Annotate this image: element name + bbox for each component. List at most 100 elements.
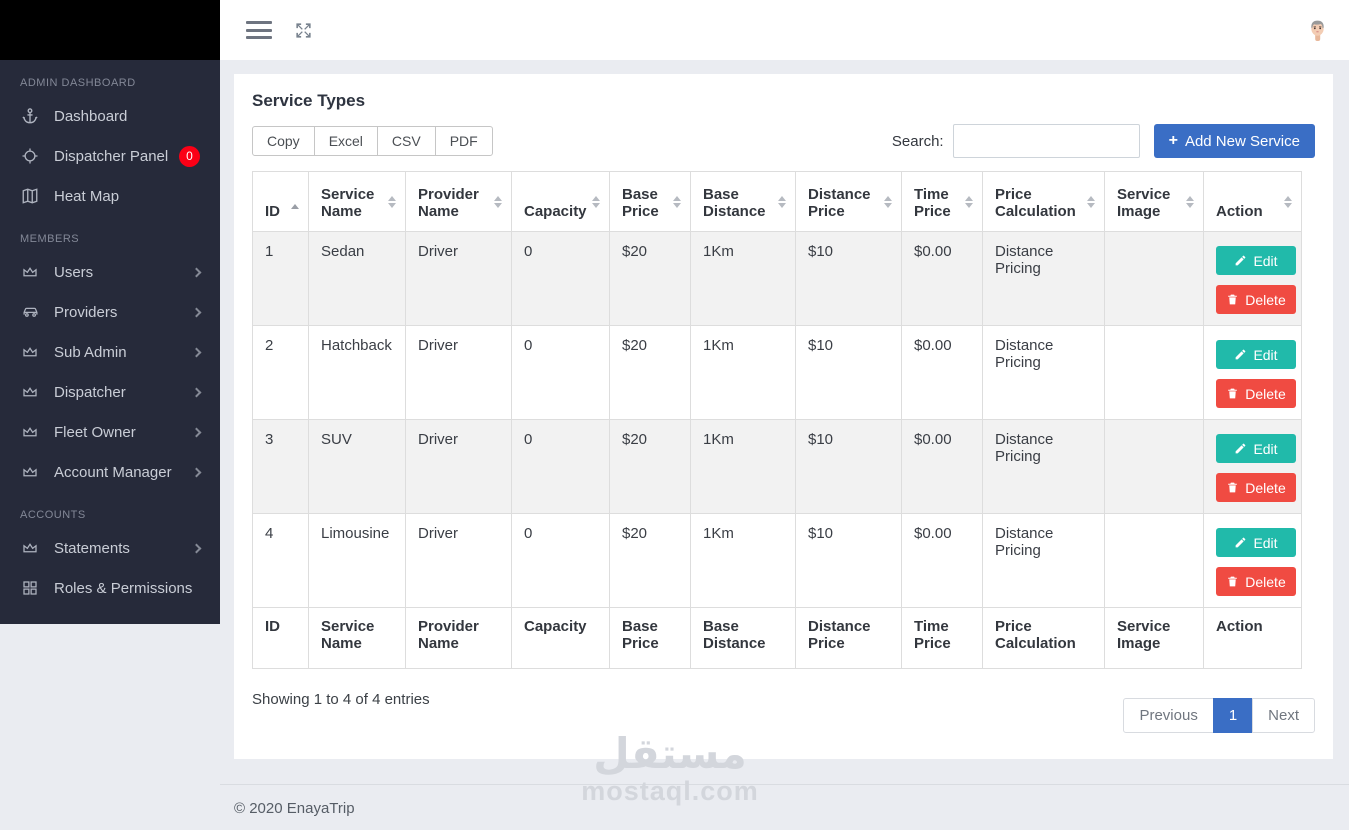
sidebar-item-dispatcher-panel[interactable]: Dispatcher Panel 0: [0, 136, 220, 176]
pencil-icon: [1236, 255, 1246, 266]
cell-base-price: $20: [609, 231, 691, 326]
sidebar-item-dispatcher[interactable]: Dispatcher: [0, 372, 220, 412]
sidebar-item-users[interactable]: Users: [0, 252, 220, 292]
cell-capacity: 0: [511, 325, 610, 420]
delete-button[interactable]: Delete: [1216, 567, 1296, 596]
sort-icons: [965, 195, 973, 208]
col-header-provider-name[interactable]: Provider Name: [405, 171, 512, 232]
sort-icons: [1186, 195, 1194, 208]
cell-service-image: [1104, 325, 1204, 420]
cell-price-calculation: Distance Pricing: [982, 513, 1105, 608]
table-header-row: ID Service Name Provider Name Capacity B…: [252, 171, 1302, 232]
sidebar-item-label: Roles & Permissions: [54, 579, 193, 597]
col-header-base-price[interactable]: Base Price: [609, 171, 691, 232]
delete-button[interactable]: Delete: [1216, 473, 1296, 502]
edit-button[interactable]: Edit: [1216, 434, 1296, 463]
copy-button[interactable]: Copy: [252, 126, 315, 156]
user-avatar[interactable]: [1304, 17, 1331, 44]
export-button-group: Copy Excel CSV PDF: [252, 126, 493, 156]
footer-col-price-calculation: Price Calculation: [982, 607, 1105, 669]
table-toolbar: Copy Excel CSV PDF Search: + Add New Ser…: [252, 124, 1315, 158]
sidebar: ADMIN DASHBOARD Dashboard Dispatcher Pan…: [0, 60, 220, 624]
sort-icons: [592, 195, 600, 208]
cell-price-calculation: Distance Pricing: [982, 231, 1105, 326]
col-header-action[interactable]: Action: [1203, 171, 1302, 232]
table-footer-header-row: ID Service Name Provider Name Capacity B…: [252, 607, 1302, 669]
search-input[interactable]: [952, 124, 1140, 158]
sidebar-item-statements[interactable]: Statements: [0, 528, 220, 568]
edit-button[interactable]: Edit: [1216, 528, 1296, 557]
footer-col-service-image: Service Image: [1104, 607, 1204, 669]
col-header-distance-price[interactable]: Distance Price: [795, 171, 902, 232]
table-info-bar: Showing 1 to 4 of 4 entries Previous 1 N…: [252, 691, 1315, 733]
footer-col-provider-name: Provider Name: [405, 607, 512, 669]
cell-time-price: $0.00: [901, 325, 983, 420]
pagination: Previous 1 Next: [1123, 698, 1315, 733]
col-header-capacity[interactable]: Capacity: [511, 171, 610, 232]
cell-action: Edit Delete: [1203, 325, 1302, 420]
csv-button[interactable]: CSV: [376, 126, 436, 156]
section-label-admin-dashboard: ADMIN DASHBOARD: [20, 77, 136, 89]
footer-col-capacity: Capacity: [511, 607, 610, 669]
pencil-icon: [1236, 349, 1246, 360]
sidebar-item-label: Users: [54, 263, 94, 281]
pdf-button[interactable]: PDF: [434, 126, 493, 156]
sort-asc-icon: [291, 187, 299, 209]
sidebar-item-roles-permissions[interactable]: Roles & Permissions: [0, 568, 220, 608]
sidebar-item-heat-map[interactable]: Heat Map: [0, 176, 220, 216]
footer-col-action: Action: [1203, 607, 1302, 669]
sidebar-item-fleet-owner[interactable]: Fleet Owner: [0, 412, 220, 452]
menu-icon[interactable]: [246, 21, 272, 39]
copyright-text: © 2020 EnayaTrip: [234, 800, 355, 817]
sidebar-item-label: Heat Map: [54, 187, 120, 205]
cell-time-price: $0.00: [901, 513, 983, 608]
crown-icon: [20, 463, 40, 481]
chevron-right-icon: [191, 307, 202, 317]
cell-service-name: SUV: [308, 419, 406, 514]
cell-action: Edit Delete: [1203, 513, 1302, 608]
search-label: Search:: [891, 132, 944, 150]
cell-id: 3: [252, 419, 309, 514]
sidebar-item-account-manager[interactable]: Account Manager: [0, 452, 220, 492]
sidebar-item-label: Account Manager: [54, 463, 172, 481]
cell-time-price: $0.00: [901, 419, 983, 514]
cell-base-price: $20: [609, 513, 691, 608]
edit-button[interactable]: Edit: [1216, 340, 1296, 369]
previous-page-button[interactable]: Previous: [1123, 698, 1214, 733]
cell-capacity: 0: [511, 231, 610, 326]
cell-provider-name: Driver: [405, 325, 512, 420]
cell-provider-name: Driver: [405, 231, 512, 326]
col-header-id[interactable]: ID: [252, 171, 309, 232]
add-new-service-button[interactable]: + Add New Service: [1153, 124, 1315, 158]
section-label-accounts: ACCOUNTS: [20, 509, 86, 521]
sidebar-item-label: Fleet Owner: [54, 423, 136, 441]
col-header-service-name[interactable]: Service Name: [308, 171, 406, 232]
sidebar-item-dashboard[interactable]: Dashboard: [0, 96, 220, 136]
cell-service-name: Limousine: [308, 513, 406, 608]
col-header-price-calculation[interactable]: Price Calculation: [982, 171, 1105, 232]
cell-service-image: [1104, 513, 1204, 608]
excel-button[interactable]: Excel: [313, 126, 378, 156]
footer-col-time-price: Time Price: [901, 607, 983, 669]
cell-capacity: 0: [511, 419, 610, 514]
service-types-table: ID Service Name Provider Name Capacity B…: [252, 171, 1302, 669]
chevron-right-icon: [191, 427, 202, 437]
next-page-button[interactable]: Next: [1252, 698, 1315, 733]
cell-time-price: $0.00: [901, 231, 983, 326]
col-header-time-price[interactable]: Time Price: [901, 171, 983, 232]
edit-button[interactable]: Edit: [1216, 246, 1296, 275]
sidebar-item-providers[interactable]: Providers: [0, 292, 220, 332]
cell-distance-price: $10: [795, 231, 902, 326]
page-1-button[interactable]: 1: [1212, 698, 1254, 733]
cell-base-price: $20: [609, 419, 691, 514]
cell-capacity: 0: [511, 513, 610, 608]
col-header-service-image[interactable]: Service Image: [1104, 171, 1204, 232]
sort-icons: [388, 195, 396, 208]
cell-id: 2: [252, 325, 309, 420]
col-header-base-distance[interactable]: Base Distance: [690, 171, 796, 232]
sidebar-item-sub-admin[interactable]: Sub Admin: [0, 332, 220, 372]
fullscreen-icon[interactable]: [294, 21, 313, 40]
delete-button[interactable]: Delete: [1216, 285, 1296, 314]
sort-icons: [494, 195, 502, 208]
delete-button[interactable]: Delete: [1216, 379, 1296, 408]
